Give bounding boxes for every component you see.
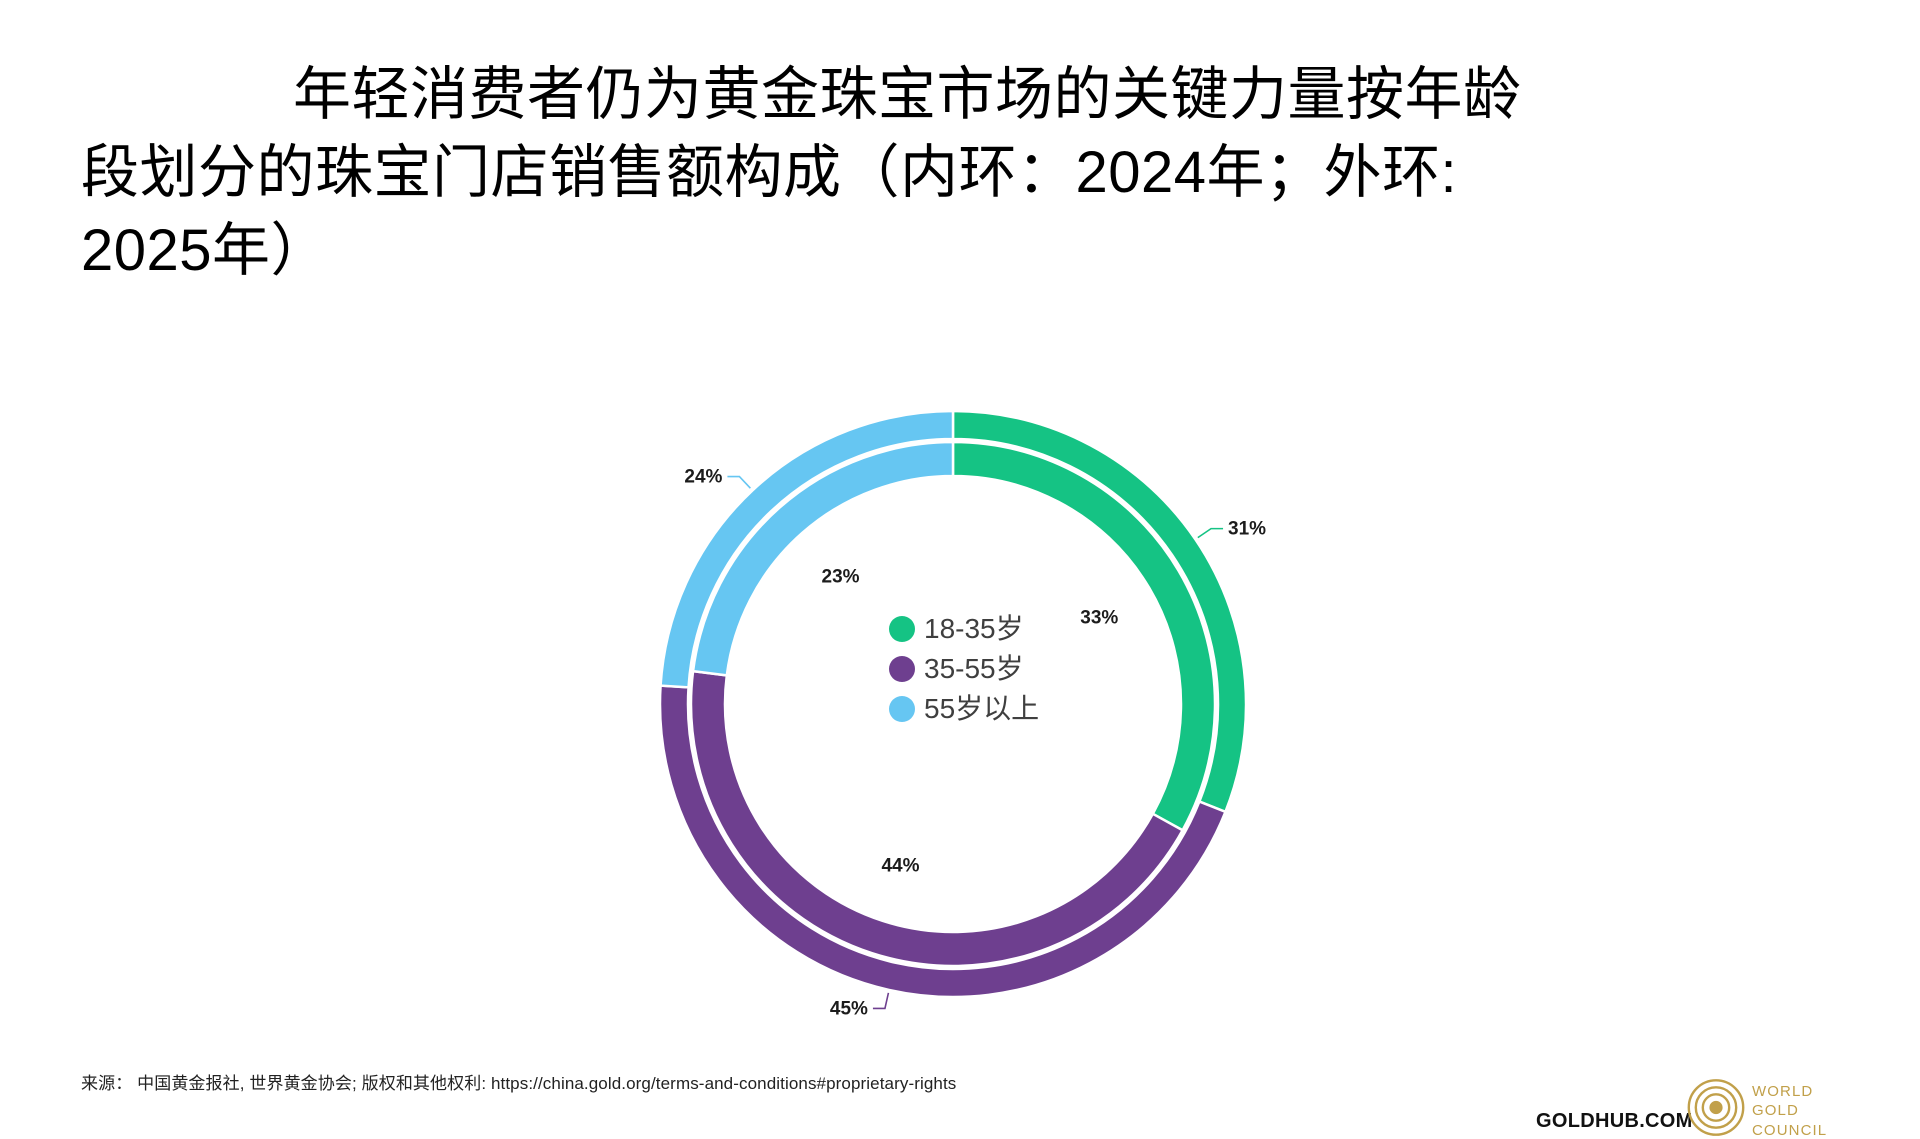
wgc-logo-rings-icon [1687, 1079, 1745, 1136]
chart-title: 年轻消费者仍为黄金珠宝市场的关键力量按年龄 段划分的珠宝门店销售额构成（内环：2… [81, 56, 1571, 290]
segment-leader-line [872, 992, 890, 1010]
donut-chart-svg[interactable]: 33% 44% 23% 31% 45% 24% [600, 360, 1310, 1060]
title-line: 年轻消费者仍为黄金珠宝市场的关键力量按年龄 [293, 62, 1522, 127]
wgc-wordmark-line: GOLD [1752, 1102, 1799, 1120]
title-line: 段划分的珠宝门店销售额构成（内环：2024年；外环: [81, 140, 1458, 205]
legend-swatch [889, 616, 915, 642]
legend-item[interactable]: 35-55岁 [889, 649, 1039, 689]
segment-label-inner: 44% [881, 856, 919, 877]
wgc-wordmark-line: WORLD [1752, 1083, 1814, 1100]
legend-swatch [889, 696, 915, 722]
legend-item-label: 55岁以上 [924, 693, 1040, 724]
legend-item[interactable]: 18-35岁 [889, 609, 1039, 649]
segment-label-outer: 45% [830, 998, 868, 1019]
segment-label-outer: 31% [1228, 519, 1266, 540]
segment-leader-line [1197, 527, 1224, 539]
donut-chart[interactable]: 33% 44% 23% 31% 45% 24% [600, 360, 1310, 1060]
goldhub-wordmark: GOLDHUB.COM [1536, 1110, 1693, 1132]
segment-leader-line [727, 475, 751, 489]
source-note: 来源： 中国黄金报社, 世界黄金协会; 版权和其他权利: https://chi… [81, 1074, 957, 1093]
title-line: 2025年） [81, 218, 330, 283]
wgc-wordmark-line: COUNCIL [1752, 1121, 1828, 1139]
legend-item-label: 18-35岁 [924, 613, 1024, 644]
donut-segment-inner-55岁以上[interactable] [691, 440, 955, 677]
segment-label-inner: 23% [822, 566, 860, 587]
donut-segment-outer-55岁以上[interactable] [659, 409, 955, 689]
legend-swatch [889, 656, 915, 682]
legend-item-label: 35-55岁 [924, 653, 1024, 684]
legend-item[interactable]: 55岁以上 [889, 689, 1039, 729]
wgc-wordmark: WORLD GOLD COUNCIL [1752, 1082, 1827, 1139]
segment-label-inner: 33% [1080, 607, 1118, 628]
segment-label-outer: 24% [684, 467, 722, 488]
chart-legend: 18-35岁 35-55岁 55岁以上 [889, 609, 1039, 729]
